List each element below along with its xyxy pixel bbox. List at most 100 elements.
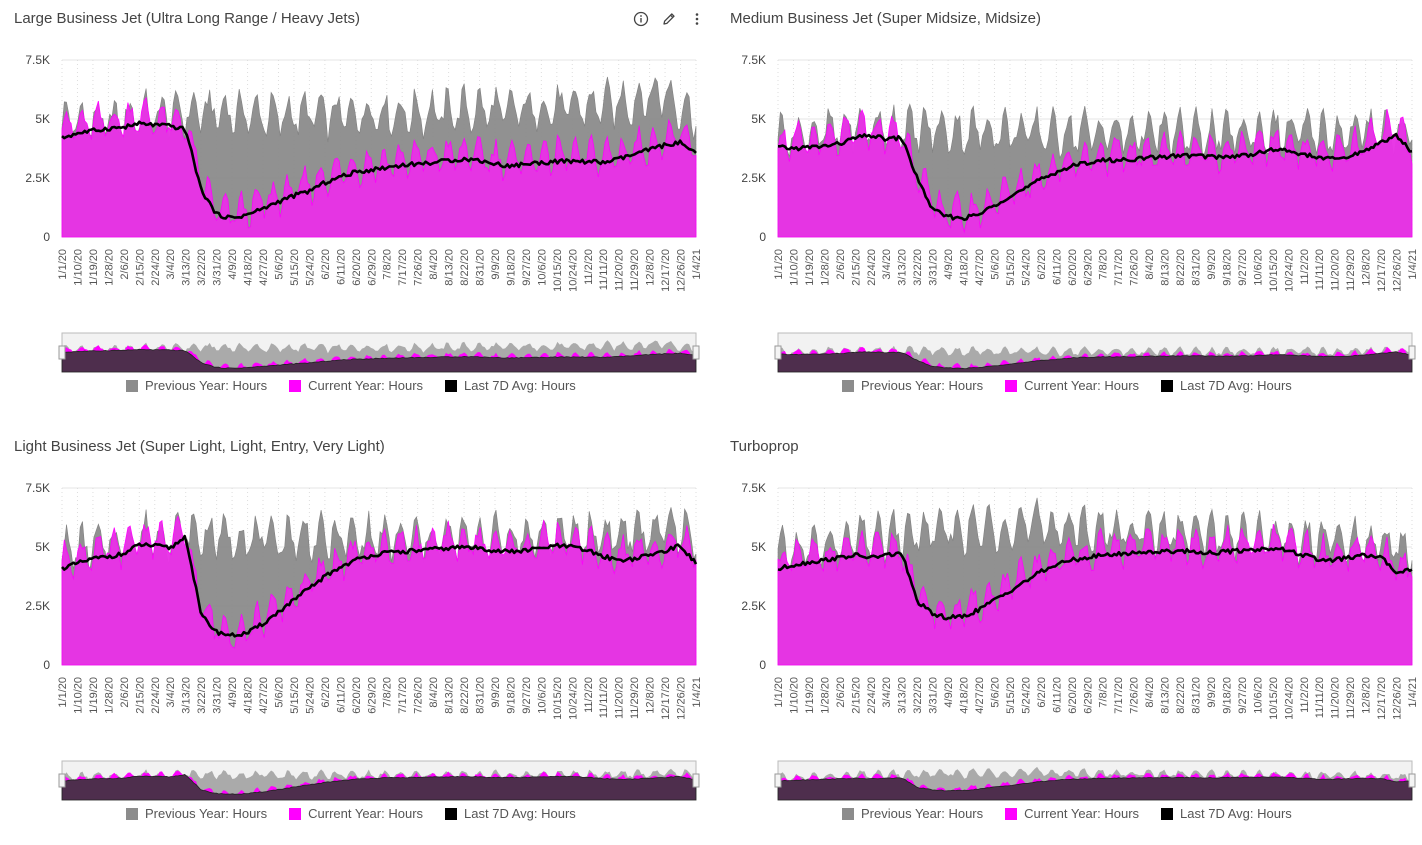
- x-tick-label: 3/4/20: [165, 249, 177, 280]
- current-year-area: [61, 96, 697, 238]
- legend-label: Current Year: Hours: [1024, 806, 1140, 821]
- x-tick-label: 3/22/20: [912, 249, 924, 286]
- x-tick-label: 12/17/20: [660, 677, 672, 720]
- x-tick-label: 3/13/20: [181, 677, 193, 714]
- navigator-right-handle[interactable]: [1408, 773, 1416, 788]
- x-tick-label: 10/24/20: [567, 249, 579, 292]
- x-tick-label: 11/11/20: [1314, 249, 1326, 290]
- legend-label: Last 7D Avg: Hours: [1180, 378, 1292, 393]
- x-tick-label: 11/20/20: [1330, 249, 1342, 291]
- x-tick-label: 3/31/20: [212, 249, 224, 286]
- x-tick-label: 8/31/20: [1191, 249, 1203, 286]
- legend-current-year[interactable]: Current Year: Hours: [1005, 806, 1139, 821]
- navigator-left-handle[interactable]: [774, 345, 782, 360]
- legend-current-year[interactable]: Current Year: Hours: [289, 806, 423, 821]
- x-tick-label: 8/4/20: [428, 249, 440, 280]
- x-tick-label: 9/27/20: [521, 249, 533, 286]
- navigator-left-handle[interactable]: [58, 345, 66, 360]
- legend-swatch: [842, 807, 854, 820]
- x-tick-label: 3/13/20: [897, 677, 909, 714]
- x-tick-label: 9/9/20: [1206, 249, 1218, 280]
- x-tick-label: 6/11/20: [1051, 677, 1063, 713]
- x-tick-label: 3/4/20: [165, 677, 177, 708]
- info-icon[interactable]: [632, 10, 650, 28]
- x-tick-label: 4/9/20: [227, 677, 239, 708]
- x-tick-label: 5/24/20: [1020, 249, 1032, 286]
- y-tick-label: 2.5K: [25, 599, 50, 613]
- legend-previous-year[interactable]: Previous Year: Hours: [842, 378, 983, 393]
- x-tick-label: 8/22/20: [459, 677, 471, 714]
- legend-last-7d-avg[interactable]: Last 7D Avg: Hours: [1161, 378, 1292, 393]
- navigator-right-handle[interactable]: [692, 773, 700, 788]
- legend-previous-year[interactable]: Previous Year: Hours: [126, 378, 267, 393]
- x-tick-label: 1/10/20: [72, 677, 84, 714]
- navigator-left-handle[interactable]: [58, 773, 66, 788]
- legend-swatch: [445, 807, 458, 820]
- x-tick-label: 3/22/20: [196, 249, 208, 286]
- x-tick-label: 12/8/20: [1361, 249, 1373, 286]
- x-tick-label: 6/11/20: [335, 677, 347, 713]
- legend-last-7d-avg[interactable]: Last 7D Avg: Hours: [1161, 806, 1292, 821]
- more-vertical-icon[interactable]: [688, 10, 706, 28]
- last-7d-avg-line: [777, 546, 1413, 621]
- chart-legend: Previous Year: Hours Current Year: Hours L…: [842, 806, 1292, 821]
- area-chart: 0 2.5K 5K 7.5K 1/1/20 1/10/20 1/19/20 1/28/20 2/…: [741, 53, 1419, 373]
- legend-swatch: [1005, 807, 1018, 820]
- chart-legend: Previous Year: Hours Current Year: Hours L…: [126, 806, 576, 821]
- navigator-right-handle[interactable]: [1408, 345, 1416, 360]
- x-tick-label: 4/27/20: [258, 249, 270, 286]
- x-tick-label: 8/22/20: [1175, 677, 1187, 714]
- x-tick-label: 1/10/20: [788, 249, 800, 286]
- chart-panel: Medium Business Jet (Super Midsize, Mids…: [728, 0, 1422, 420]
- x-tick-label: 8/13/20: [1160, 249, 1172, 286]
- legend-label: Current Year: Hours: [1024, 378, 1140, 393]
- x-tick-label: 9/27/20: [1237, 249, 1249, 286]
- y-tick-label: 0: [43, 658, 50, 672]
- legend-current-year[interactable]: Current Year: Hours: [289, 378, 423, 393]
- navigator-avg-area: [777, 351, 1413, 373]
- x-tick-label: 5/6/20: [273, 677, 285, 708]
- x-tick-label: 3/13/20: [181, 249, 193, 286]
- edit-pencil-icon[interactable]: [660, 10, 678, 28]
- x-tick-label: 12/17/20: [1376, 677, 1388, 720]
- x-tick-label: 11/11/20: [1314, 677, 1326, 718]
- navigator-left-handle[interactable]: [774, 773, 782, 788]
- x-tick-label: 11/20/20: [614, 249, 626, 291]
- area-chart: 0 2.5K 5K 7.5K 1/1/20 1/10/20 1/19/20 1/28/20 2/…: [25, 481, 703, 801]
- x-tick-label: 10/6/20: [536, 677, 548, 714]
- x-tick-label: 10/24/20: [1283, 249, 1295, 292]
- y-tick-label: 5K: [35, 540, 50, 554]
- x-tick-label: 11/2/20: [583, 249, 595, 285]
- x-tick-label: 1/1/20: [57, 677, 69, 708]
- navigator-right-handle[interactable]: [692, 345, 700, 360]
- x-tick-label: 6/2/20: [1036, 249, 1048, 280]
- x-tick-label: 2/15/20: [134, 249, 146, 286]
- x-tick-label: 6/2/20: [320, 677, 332, 708]
- x-tick-label: 10/6/20: [536, 249, 548, 286]
- legend-last-7d-avg[interactable]: Last 7D Avg: Hours: [445, 378, 576, 393]
- x-tick-label: 1/19/20: [804, 677, 816, 714]
- x-tick-label: 8/4/20: [428, 677, 440, 708]
- chart-title: Large Business Jet (Ultra Long Range / H…: [14, 10, 361, 27]
- legend-previous-year[interactable]: Previous Year: Hours: [842, 806, 983, 821]
- legend-swatch: [842, 379, 854, 392]
- x-tick-label: 11/20/20: [614, 677, 626, 719]
- navigator-avg-area: [61, 774, 697, 801]
- x-tick-label: 8/13/20: [444, 249, 456, 286]
- x-tick-label: 9/9/20: [490, 677, 502, 708]
- x-tick-label: 7/8/20: [382, 677, 394, 708]
- x-tick-label: 1/4/21: [691, 677, 703, 708]
- legend-previous-year[interactable]: Previous Year: Hours: [126, 806, 267, 821]
- legend-current-year[interactable]: Current Year: Hours: [1005, 378, 1139, 393]
- x-tick-label: 11/29/20: [1345, 249, 1357, 291]
- x-tick-label: 5/15/20: [289, 249, 301, 286]
- x-tick-label: 3/13/20: [897, 249, 909, 286]
- x-tick-label: 8/13/20: [444, 677, 456, 714]
- x-tick-label: 10/15/20: [552, 677, 564, 720]
- x-tick-label: 6/11/20: [1051, 249, 1063, 285]
- x-tick-label: 1/28/20: [103, 249, 115, 286]
- x-tick-label: 1/4/21: [691, 249, 703, 280]
- legend-last-7d-avg[interactable]: Last 7D Avg: Hours: [445, 806, 576, 821]
- legend-swatch: [289, 379, 302, 392]
- x-tick-label: 11/11/20: [598, 677, 610, 718]
